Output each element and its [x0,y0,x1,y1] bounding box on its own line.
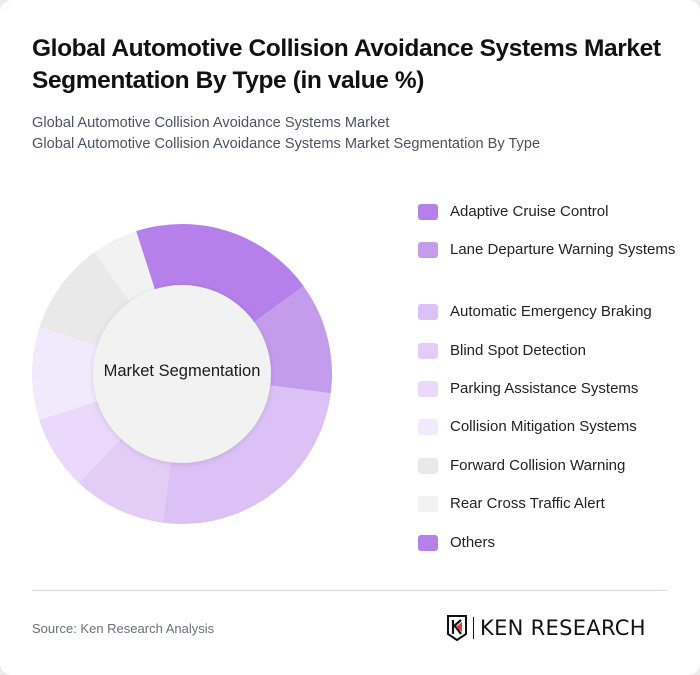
legend-label: Parking Assistance Systems [450,380,639,397]
legend-swatch [418,204,438,220]
donut-slice[interactable] [253,286,332,394]
legend-swatch [418,343,438,359]
legend-label: Adaptive Cruise Control [450,203,609,220]
logo-text: KEN RESEARCH [480,616,646,640]
donut-slice[interactable] [78,437,171,523]
donut-slice[interactable] [94,231,156,303]
legend-label: Rear Cross Traffic Alert [450,495,605,512]
source-text: Source: Ken Research Analysis [32,621,215,636]
legend-swatch [418,535,438,551]
center-label: Market Segmentation [103,362,261,380]
legend-item[interactable]: Rear Cross Traffic Alert [418,492,678,515]
legend-item[interactable]: Lane Departure Warning Systems [418,238,678,261]
legend-swatch [418,419,438,435]
logo-separator [473,617,474,639]
subtitle-line-1: Global Automotive Collision Avoidance Sy… [32,115,390,131]
legend-swatch [418,496,438,512]
donut-chart-svg [31,224,332,524]
legend-label: Others [450,534,496,551]
legend-label: Forward Collision Warning [450,457,626,474]
legend-item[interactable]: Forward Collision Warning [418,454,678,477]
chart-title: Global Automotive Collision Avoidance Sy… [32,35,661,94]
donut-slice[interactable] [162,385,331,524]
footer-divider [32,590,668,591]
legend-label: Automatic Emergency Braking [450,303,652,320]
legend-label: Blind Spot Detection [450,342,586,359]
legend-item[interactable]: Blind Spot Detection [418,339,678,362]
legend-swatch [418,304,438,320]
donut-chart: Market Segmentation [20,210,350,540]
legend-swatch [418,242,438,258]
legend-label: Lane Departure Warning Systems [450,241,676,258]
ken-research-logo: KEN RESEARCH [446,613,646,643]
legend-label: Collision Mitigation Systems [450,418,637,435]
legend-swatch [418,458,438,474]
donut-slice[interactable] [136,224,304,323]
donut-slice[interactable] [39,400,122,483]
legend-swatch [418,381,438,397]
legend-item[interactable]: Collision Mitigation Systems [418,415,678,438]
legend-item[interactable]: Automatic Emergency Braking [418,300,678,323]
legend-item[interactable]: Parking Assistance Systems [418,377,678,400]
ken-research-logo-icon [447,615,467,642]
legend-item[interactable]: Others [418,531,678,554]
donut-center [93,285,271,463]
legend-item[interactable]: Adaptive Cruise Control [418,200,678,223]
subtitle-line-2: Global Automotive Collision Avoidance Sy… [32,136,541,152]
donut-slice[interactable] [31,327,99,420]
donut-slice[interactable] [39,252,131,347]
chart-subtitle: Global Automotive Collision Avoidance Sy… [32,113,672,155]
